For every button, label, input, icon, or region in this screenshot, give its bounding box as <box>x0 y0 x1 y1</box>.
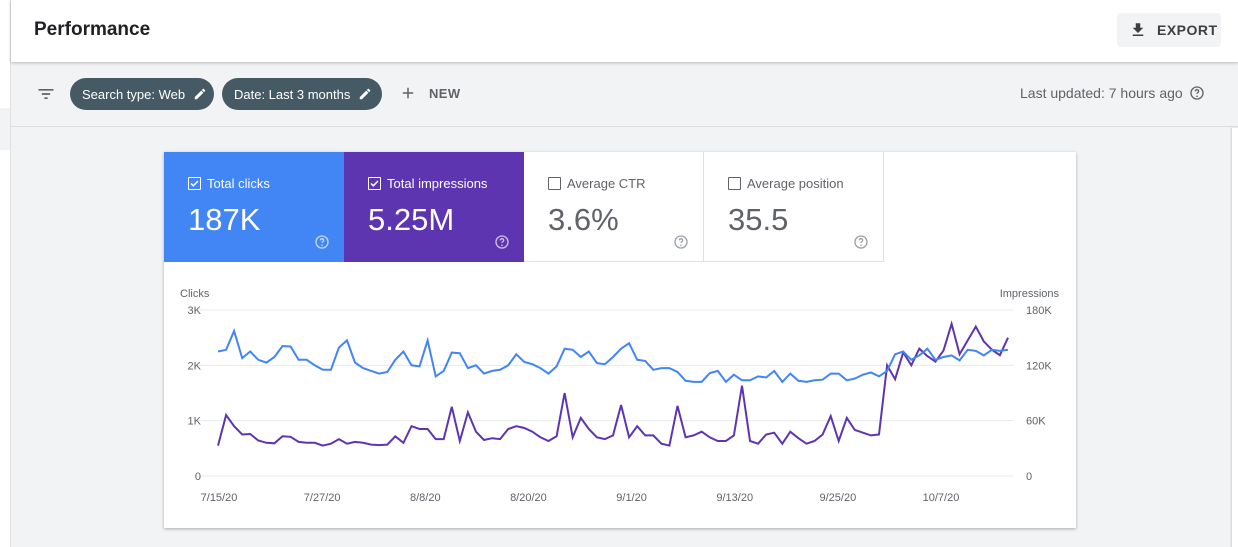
help-icon[interactable] <box>853 234 869 250</box>
metric-label: Total impressions <box>387 176 488 191</box>
left-nav-rail <box>0 0 11 547</box>
metric-average-position[interactable]: Average position 35.5 <box>704 152 884 262</box>
x-tick-label: 9/13/20 <box>716 492 753 504</box>
metric-total-clicks[interactable]: Total clicks 187K <box>164 152 344 262</box>
y-left-tick-label: 1K <box>188 416 202 428</box>
new-filter-button[interactable]: NEW <box>399 84 461 102</box>
plus-icon <box>402 87 414 99</box>
y-left-tick-label: 3K <box>188 305 202 317</box>
y-right-tick-label: 60K <box>1026 416 1046 428</box>
metric-label: Total clicks <box>207 176 270 191</box>
metric-total-clicks-header: Total clicks <box>188 176 270 191</box>
metric-average-position-header: Average position <box>728 176 844 191</box>
chip-search-type-label: Search type: Web <box>82 86 186 102</box>
y-left-tick-label: 0 <box>195 471 201 483</box>
download-icon <box>1132 23 1144 36</box>
metric-value: 5.25M <box>368 202 455 237</box>
export-label: EXPORT <box>1157 22 1218 38</box>
metric-value: 35.5 <box>728 202 789 237</box>
metric-value: 3.6% <box>548 202 619 237</box>
x-tick-label: 9/25/20 <box>820 492 857 504</box>
x-tick-label: 7/27/20 <box>304 492 341 504</box>
series-line-total-clicks <box>217 328 1009 384</box>
metric-average-ctr[interactable]: Average CTR 3.6% <box>524 152 704 262</box>
performance-card: Total clicks 187K Total impressions 5.25… <box>164 152 1076 528</box>
check-icon <box>370 180 379 187</box>
metric-label: Average CTR <box>567 176 646 191</box>
pencil-icon <box>360 88 371 100</box>
checkbox-average-position[interactable] <box>728 177 741 190</box>
x-tick-label: 10/7/20 <box>923 492 960 504</box>
filter-icon[interactable] <box>35 84 57 104</box>
check-icon <box>190 180 199 187</box>
page-header: Performance EXPORT <box>11 0 1238 62</box>
pencil-icon <box>194 88 206 100</box>
left-nav-active-segment <box>0 108 10 150</box>
metric-label: Average position <box>747 176 844 191</box>
metric-total-impressions-header: Total impressions <box>368 176 487 191</box>
export-button[interactable]: EXPORT <box>1117 13 1221 47</box>
y-left-axis-label: Clicks <box>180 288 210 300</box>
x-tick-label: 8/20/20 <box>510 492 547 504</box>
checkbox-average-ctr[interactable] <box>548 177 561 190</box>
x-tick-label: 8/8/20 <box>410 492 441 504</box>
filter-toolbar: Search type: Web Date: Last 3 months NEW… <box>11 62 1238 127</box>
metric-average-ctr-header: Average CTR <box>548 176 646 191</box>
chip-date-range[interactable]: Date: Last 3 months <box>222 78 382 110</box>
help-icon[interactable] <box>494 234 510 250</box>
checkbox-total-impressions[interactable] <box>368 177 381 190</box>
y-left-tick-label: 2K <box>188 360 202 372</box>
x-tick-label: 9/1/20 <box>616 492 647 504</box>
chip-date-range-label: Date: Last 3 months <box>234 86 351 102</box>
checkbox-total-clicks[interactable] <box>188 177 201 190</box>
last-updated-text: Last updated: 7 hours ago <box>1020 85 1183 101</box>
y-right-tick-label: 180K <box>1026 305 1052 317</box>
y-right-tick-label: 120K <box>1026 360 1052 372</box>
new-filter-label: NEW <box>429 85 461 101</box>
help-icon[interactable] <box>673 234 689 250</box>
y-right-tick-label: 0 <box>1026 471 1032 483</box>
metric-total-impressions[interactable]: Total impressions 5.25M <box>344 152 524 262</box>
series-line-total-impressions <box>217 320 1009 447</box>
help-icon[interactable] <box>1189 85 1205 101</box>
chip-search-type[interactable]: Search type: Web <box>70 78 214 110</box>
help-icon[interactable] <box>314 234 330 250</box>
metric-value: 187K <box>188 202 261 237</box>
scrollbar-thumb[interactable] <box>1231 128 1238 547</box>
y-right-axis-label: Impressions <box>1000 288 1060 300</box>
page-title: Performance <box>34 19 151 40</box>
x-tick-label: 7/15/20 <box>201 492 238 504</box>
last-updated: Last updated: 7 hours ago <box>1020 85 1205 101</box>
